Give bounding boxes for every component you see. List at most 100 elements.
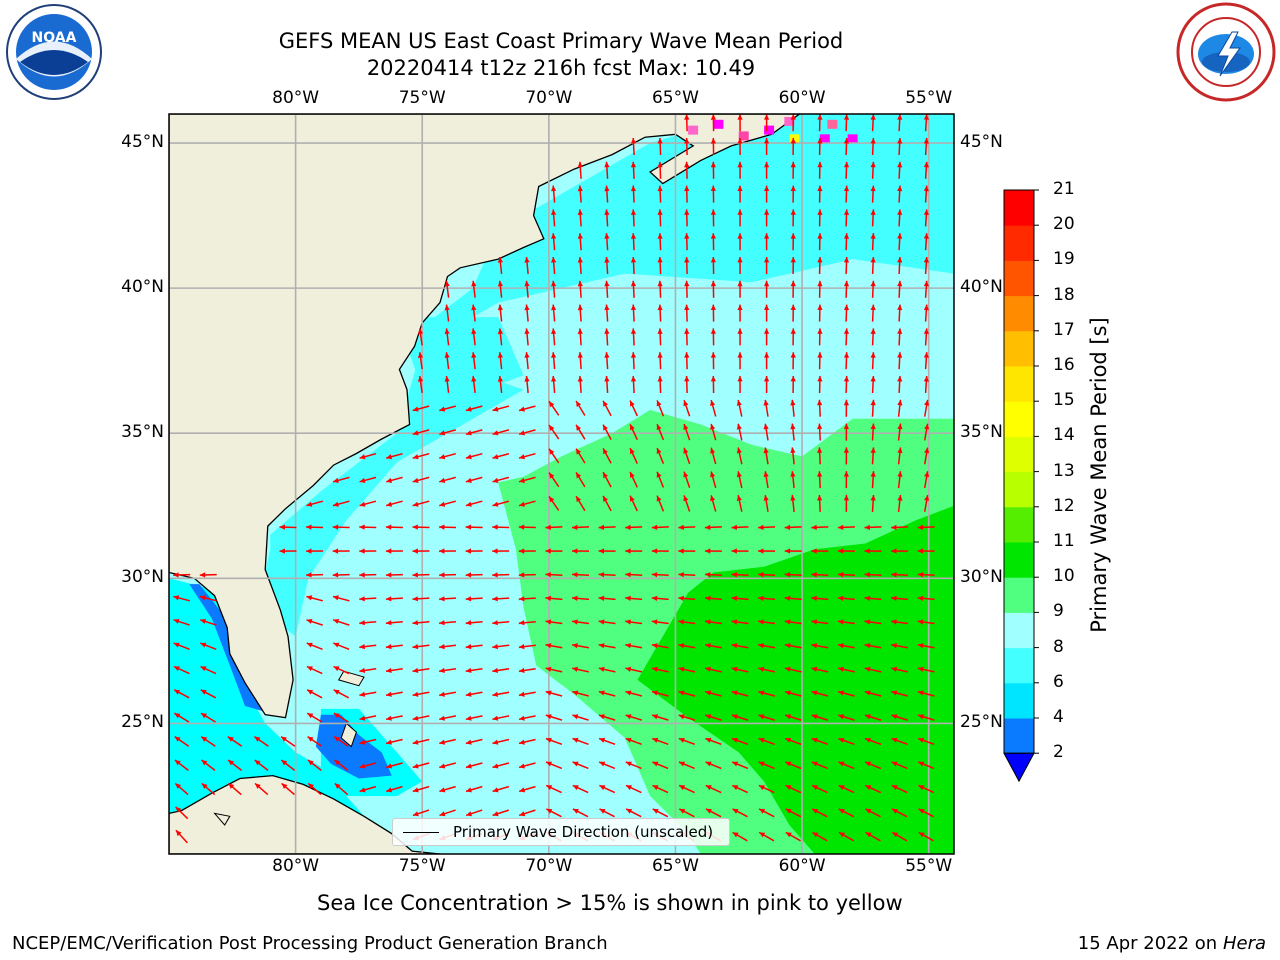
wave-arrow-head xyxy=(870,304,876,311)
wave-arrow-head xyxy=(764,304,770,310)
wave-arrow-head xyxy=(785,714,791,720)
wave-arrow-head xyxy=(386,667,392,673)
sea-ice-cell xyxy=(713,119,724,129)
colorbar-segment xyxy=(1004,330,1034,367)
wave-arrow-head xyxy=(281,783,288,789)
wave-arrow-head xyxy=(359,691,366,697)
colorbar-tick-label: 2 xyxy=(1053,742,1064,763)
wave-arrow-head xyxy=(891,643,897,649)
wave-arrow-head xyxy=(790,233,796,239)
wave-arrow-head xyxy=(630,257,637,263)
wave-arrow-head xyxy=(897,328,903,334)
wave-arrow-head xyxy=(572,643,578,649)
wave-arrow-head xyxy=(333,501,339,507)
lat-label-left: 30°N xyxy=(121,567,164,588)
sea-ice-cell xyxy=(819,134,830,144)
wave-arrow-head xyxy=(683,424,689,430)
wave-arrow-head xyxy=(737,209,743,215)
wave-arrow-head xyxy=(604,209,610,215)
wave-arrow-head xyxy=(545,714,552,720)
wave-arrow-head xyxy=(492,477,499,483)
wave-arrow-head xyxy=(731,524,737,530)
wave-arrow-head xyxy=(843,399,849,406)
wave-arrow-head xyxy=(838,690,845,696)
wave-arrow-head xyxy=(865,761,872,767)
wave-arrow-head xyxy=(657,233,663,239)
wave-arrow-head xyxy=(524,376,530,382)
wave-arrow-head xyxy=(763,471,769,477)
wave-arrow-head xyxy=(684,233,690,239)
wave-arrow-head xyxy=(736,423,742,430)
wave-arrow-head xyxy=(306,595,313,601)
wave-arrow-head xyxy=(465,691,472,697)
wave-arrow-head xyxy=(811,714,818,720)
lon-label-bottom: 55°W xyxy=(905,856,953,876)
wave-arrow-head xyxy=(811,690,818,696)
wave-arrow-head xyxy=(201,713,207,719)
wave-arrow-head xyxy=(657,161,663,168)
wave-arrow-head xyxy=(897,495,903,501)
wave-arrow-head xyxy=(359,501,366,507)
wave-arrow-head xyxy=(412,620,419,626)
wave-arrow-head xyxy=(732,832,739,838)
wave-arrow-head xyxy=(549,401,555,408)
wave-arrow-head xyxy=(359,572,365,578)
north-america-land xyxy=(169,114,801,719)
wave-arrow-head xyxy=(657,352,663,358)
wave-arrow-head xyxy=(651,619,658,625)
wave-arrow-head xyxy=(625,714,632,720)
wave-arrow-head xyxy=(465,596,472,602)
wave-arrow-head xyxy=(551,376,557,382)
wave-arrow-head xyxy=(227,736,234,742)
wave-arrow-head xyxy=(678,737,685,743)
wave-arrow-head xyxy=(626,808,633,814)
wave-arrow-head xyxy=(603,424,608,431)
wave-arrow-head xyxy=(897,280,903,287)
wave-arrow-head xyxy=(545,619,552,625)
wave-arrow-head xyxy=(603,448,608,455)
wave-arrow-head xyxy=(439,667,445,673)
wave-arrow-head xyxy=(385,596,392,602)
wave-arrow-head xyxy=(870,471,876,477)
wave-arrow-head xyxy=(254,736,261,742)
wave-arrow-head xyxy=(651,548,658,554)
wave-arrow-head xyxy=(412,406,419,412)
wave-arrow-head xyxy=(705,595,711,601)
wave-arrow-head xyxy=(710,400,716,406)
wave-arrow-head xyxy=(843,114,850,120)
wave-arrow-head xyxy=(817,185,823,192)
wave-arrow-head xyxy=(790,447,796,453)
wave-arrow-head xyxy=(412,787,419,793)
wave-arrow-head xyxy=(471,376,477,382)
wave-arrow-head xyxy=(657,209,663,215)
wave-arrow-head xyxy=(837,524,844,530)
wave-arrow-head xyxy=(758,714,765,720)
wave-arrow-head xyxy=(359,787,366,793)
wave-arrow-head xyxy=(332,524,339,530)
wave-arrow-head xyxy=(843,185,850,192)
wave-arrow-head xyxy=(764,114,770,120)
wave-arrow-head xyxy=(811,548,817,554)
wave-arrow-head xyxy=(683,447,689,454)
wave-arrow-head xyxy=(576,496,582,503)
wave-arrow-head xyxy=(572,808,579,814)
wave-arrow-head xyxy=(679,785,686,791)
wave-arrow-head xyxy=(656,424,662,431)
wave-arrow-head xyxy=(334,760,341,766)
wave-arrow-head xyxy=(737,161,743,168)
wave-arrow-head xyxy=(923,304,929,311)
colorbar-segment xyxy=(1004,436,1034,473)
wave-arrow-head xyxy=(684,328,690,334)
colorbar-tick-label: 20 xyxy=(1053,214,1075,235)
wave-arrow-head xyxy=(737,114,743,120)
wave-arrow-head xyxy=(705,808,712,814)
wave-arrow-head xyxy=(710,114,716,120)
wave-arrow-head xyxy=(758,761,765,767)
wave-arrow-head xyxy=(603,495,608,502)
wave-arrow-head xyxy=(465,454,472,460)
wave-arrow-head xyxy=(838,666,844,672)
wave-arrow-head xyxy=(817,495,823,501)
wave-arrow-head xyxy=(737,257,743,263)
wave-arrow-head xyxy=(524,304,530,311)
wave-arrow-head xyxy=(737,376,743,382)
